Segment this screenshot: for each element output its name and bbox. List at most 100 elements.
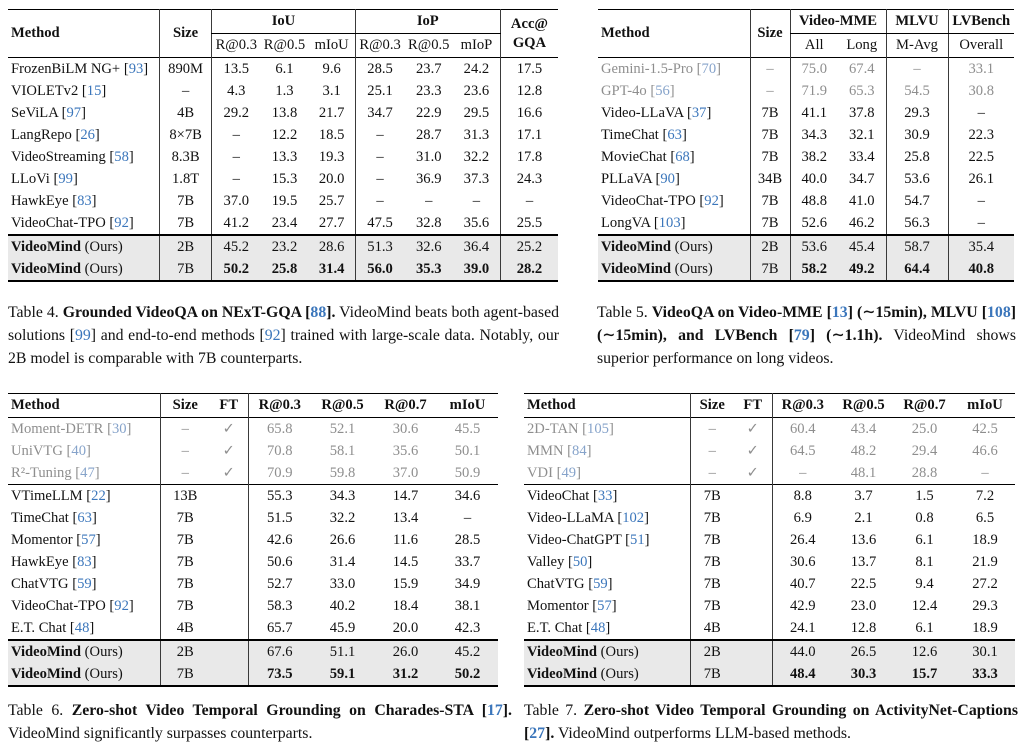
- citation-link[interactable]: 83: [77, 193, 92, 209]
- ft-cell: [210, 529, 248, 551]
- value-cell: 45.4: [838, 234, 886, 258]
- size-cell: 7B: [689, 507, 734, 529]
- value-cell: 33.0: [329, 576, 356, 592]
- table-row: VideoMind (Ours) 7B 58.2 49.2 64.4 40.8: [598, 258, 1014, 281]
- citation-link[interactable]: 40: [71, 443, 86, 459]
- size-cell: 7B: [158, 190, 212, 212]
- ft-cell: [734, 529, 772, 551]
- citation-link[interactable]: 58: [114, 149, 129, 165]
- ft-cell: [210, 551, 248, 573]
- table-row: VideoMind (Ours) 2B 67.6 51.1 26.0 45.2: [8, 639, 498, 663]
- citation-link[interactable]: 15: [86, 83, 102, 99]
- value-cell: 35.6: [392, 443, 419, 459]
- caption-text: VideoQA on Video-MME [: [651, 304, 832, 321]
- citation-link[interactable]: 50: [572, 554, 588, 570]
- citation-link[interactable]: 37: [691, 105, 707, 121]
- citation-link[interactable]: 108: [987, 304, 1011, 321]
- size-cell: 7B: [689, 551, 734, 573]
- value-cell: 28.6: [308, 234, 356, 258]
- citation-link[interactable]: 22: [91, 488, 106, 504]
- value-cell: 35.3: [404, 258, 453, 281]
- table-row: VDI [49] – ✓ –48.1 28.8–: [524, 462, 1015, 485]
- citation-link[interactable]: 26: [80, 127, 95, 143]
- citation-link[interactable]: 48: [590, 620, 606, 636]
- citation-link[interactable]: 90: [660, 171, 675, 187]
- citation-link[interactable]: 17: [486, 702, 503, 719]
- value-cell: 1.5: [894, 484, 955, 507]
- value-cell: 23.7: [404, 57, 453, 80]
- value-cell: 30.9: [885, 124, 948, 146]
- citation-link[interactable]: 79: [793, 327, 810, 345]
- citation-link[interactable]: 84: [572, 443, 587, 459]
- ft-cell: ✓: [210, 440, 248, 462]
- citation-link[interactable]: 92: [114, 598, 129, 614]
- citation-link[interactable]: 105: [587, 421, 609, 437]
- citation-link[interactable]: 47: [80, 465, 95, 481]
- citation-link[interactable]: 92: [114, 215, 129, 231]
- size-cell: –: [159, 440, 210, 462]
- citation-link[interactable]: 102: [622, 510, 645, 526]
- value-cell: 19.3: [318, 149, 345, 165]
- citation-link[interactable]: 92: [704, 193, 719, 209]
- citation-link[interactable]: 30: [111, 421, 127, 437]
- citation-link[interactable]: 57: [81, 532, 96, 548]
- value-cell: 46.6: [972, 443, 998, 459]
- citation-link[interactable]: 27: [529, 725, 546, 743]
- method-name: VideoChat-TPO: [601, 193, 696, 209]
- size-cell: 7B: [158, 258, 212, 281]
- column-header: Acc@ GQA: [499, 9, 558, 58]
- citation-link[interactable]: 92: [264, 327, 281, 345]
- ft-cell: ✓: [210, 417, 248, 440]
- citation-link[interactable]: 59: [77, 576, 92, 592]
- method-cell: FrozenBiLM NG+ [93]: [8, 57, 160, 80]
- column-header: Size: [159, 393, 210, 418]
- value-cell: 8.1: [915, 554, 934, 570]
- value-cell: 20.0: [318, 171, 345, 187]
- method-name: Video-ChatGPT: [527, 532, 622, 548]
- citation-link[interactable]: 68: [675, 149, 690, 165]
- method-name: Valley: [527, 554, 565, 570]
- citation-link[interactable]: 88: [310, 304, 327, 321]
- value-cell: 18.9: [972, 620, 998, 636]
- citation-link[interactable]: 51: [630, 532, 645, 548]
- size-cell: 2B: [158, 234, 212, 258]
- citation-link[interactable]: 70: [701, 61, 717, 77]
- value-cell: 28.5: [354, 57, 405, 80]
- value-cell: 13.7: [850, 554, 877, 570]
- citation-link[interactable]: 33: [597, 488, 613, 504]
- citation-link[interactable]: 83: [77, 554, 92, 570]
- citation-link[interactable]: 103: [658, 215, 681, 231]
- citation-link[interactable]: 99: [58, 171, 73, 187]
- ft-cell: [734, 551, 772, 573]
- table-row: VideoMind (Ours) 7B 73.5 59.1 31.2 50.2: [8, 663, 498, 686]
- citation-link[interactable]: 99: [74, 327, 91, 345]
- ft-cell: ✓: [734, 417, 772, 440]
- caption-text: VideoMind shows superior performance on …: [597, 327, 1016, 368]
- checkmark-icon: ✓: [222, 421, 235, 437]
- citation-link[interactable]: 57: [597, 598, 612, 614]
- table-row: TimeChat [63] 7B 34.3 32.1 30.9 22.3: [598, 124, 1014, 146]
- citation-link[interactable]: 63: [667, 127, 682, 143]
- citation-link[interactable]: 97: [66, 105, 82, 121]
- size-cell: 7B: [159, 663, 210, 686]
- column-header: M-Avg: [885, 33, 948, 58]
- method-name: LLoVi: [11, 171, 50, 187]
- value-cell: 30.6: [771, 551, 833, 573]
- citation-link[interactable]: 93: [128, 61, 144, 77]
- citation-link[interactable]: 48: [74, 620, 90, 636]
- value-cell: 22.5: [850, 576, 877, 592]
- citation-link[interactable]: 13: [831, 304, 848, 321]
- table-row: LangRepo [26] 8×7B –12.2 18.5–28.7 31.3 17.1: [8, 124, 558, 146]
- size-cell: 7B: [159, 551, 210, 573]
- citation-link[interactable]: 63: [77, 510, 92, 526]
- caption-text: Grounded VideoQA on NExT-GQA [: [62, 304, 311, 321]
- value-cell: 38.2: [789, 146, 838, 168]
- value-cell: 50.6: [247, 551, 311, 573]
- citation-link[interactable]: 49: [561, 465, 577, 481]
- size-cell: 4B: [689, 617, 734, 640]
- caption-text: Table 7.: [524, 702, 584, 719]
- citation-link[interactable]: 56: [655, 83, 670, 99]
- citation-link[interactable]: 59: [593, 576, 608, 592]
- table4-caption: Table 4. Grounded VideoQA on NExT-GQA [8…: [8, 301, 559, 371]
- value-cell: 56.3: [885, 212, 948, 235]
